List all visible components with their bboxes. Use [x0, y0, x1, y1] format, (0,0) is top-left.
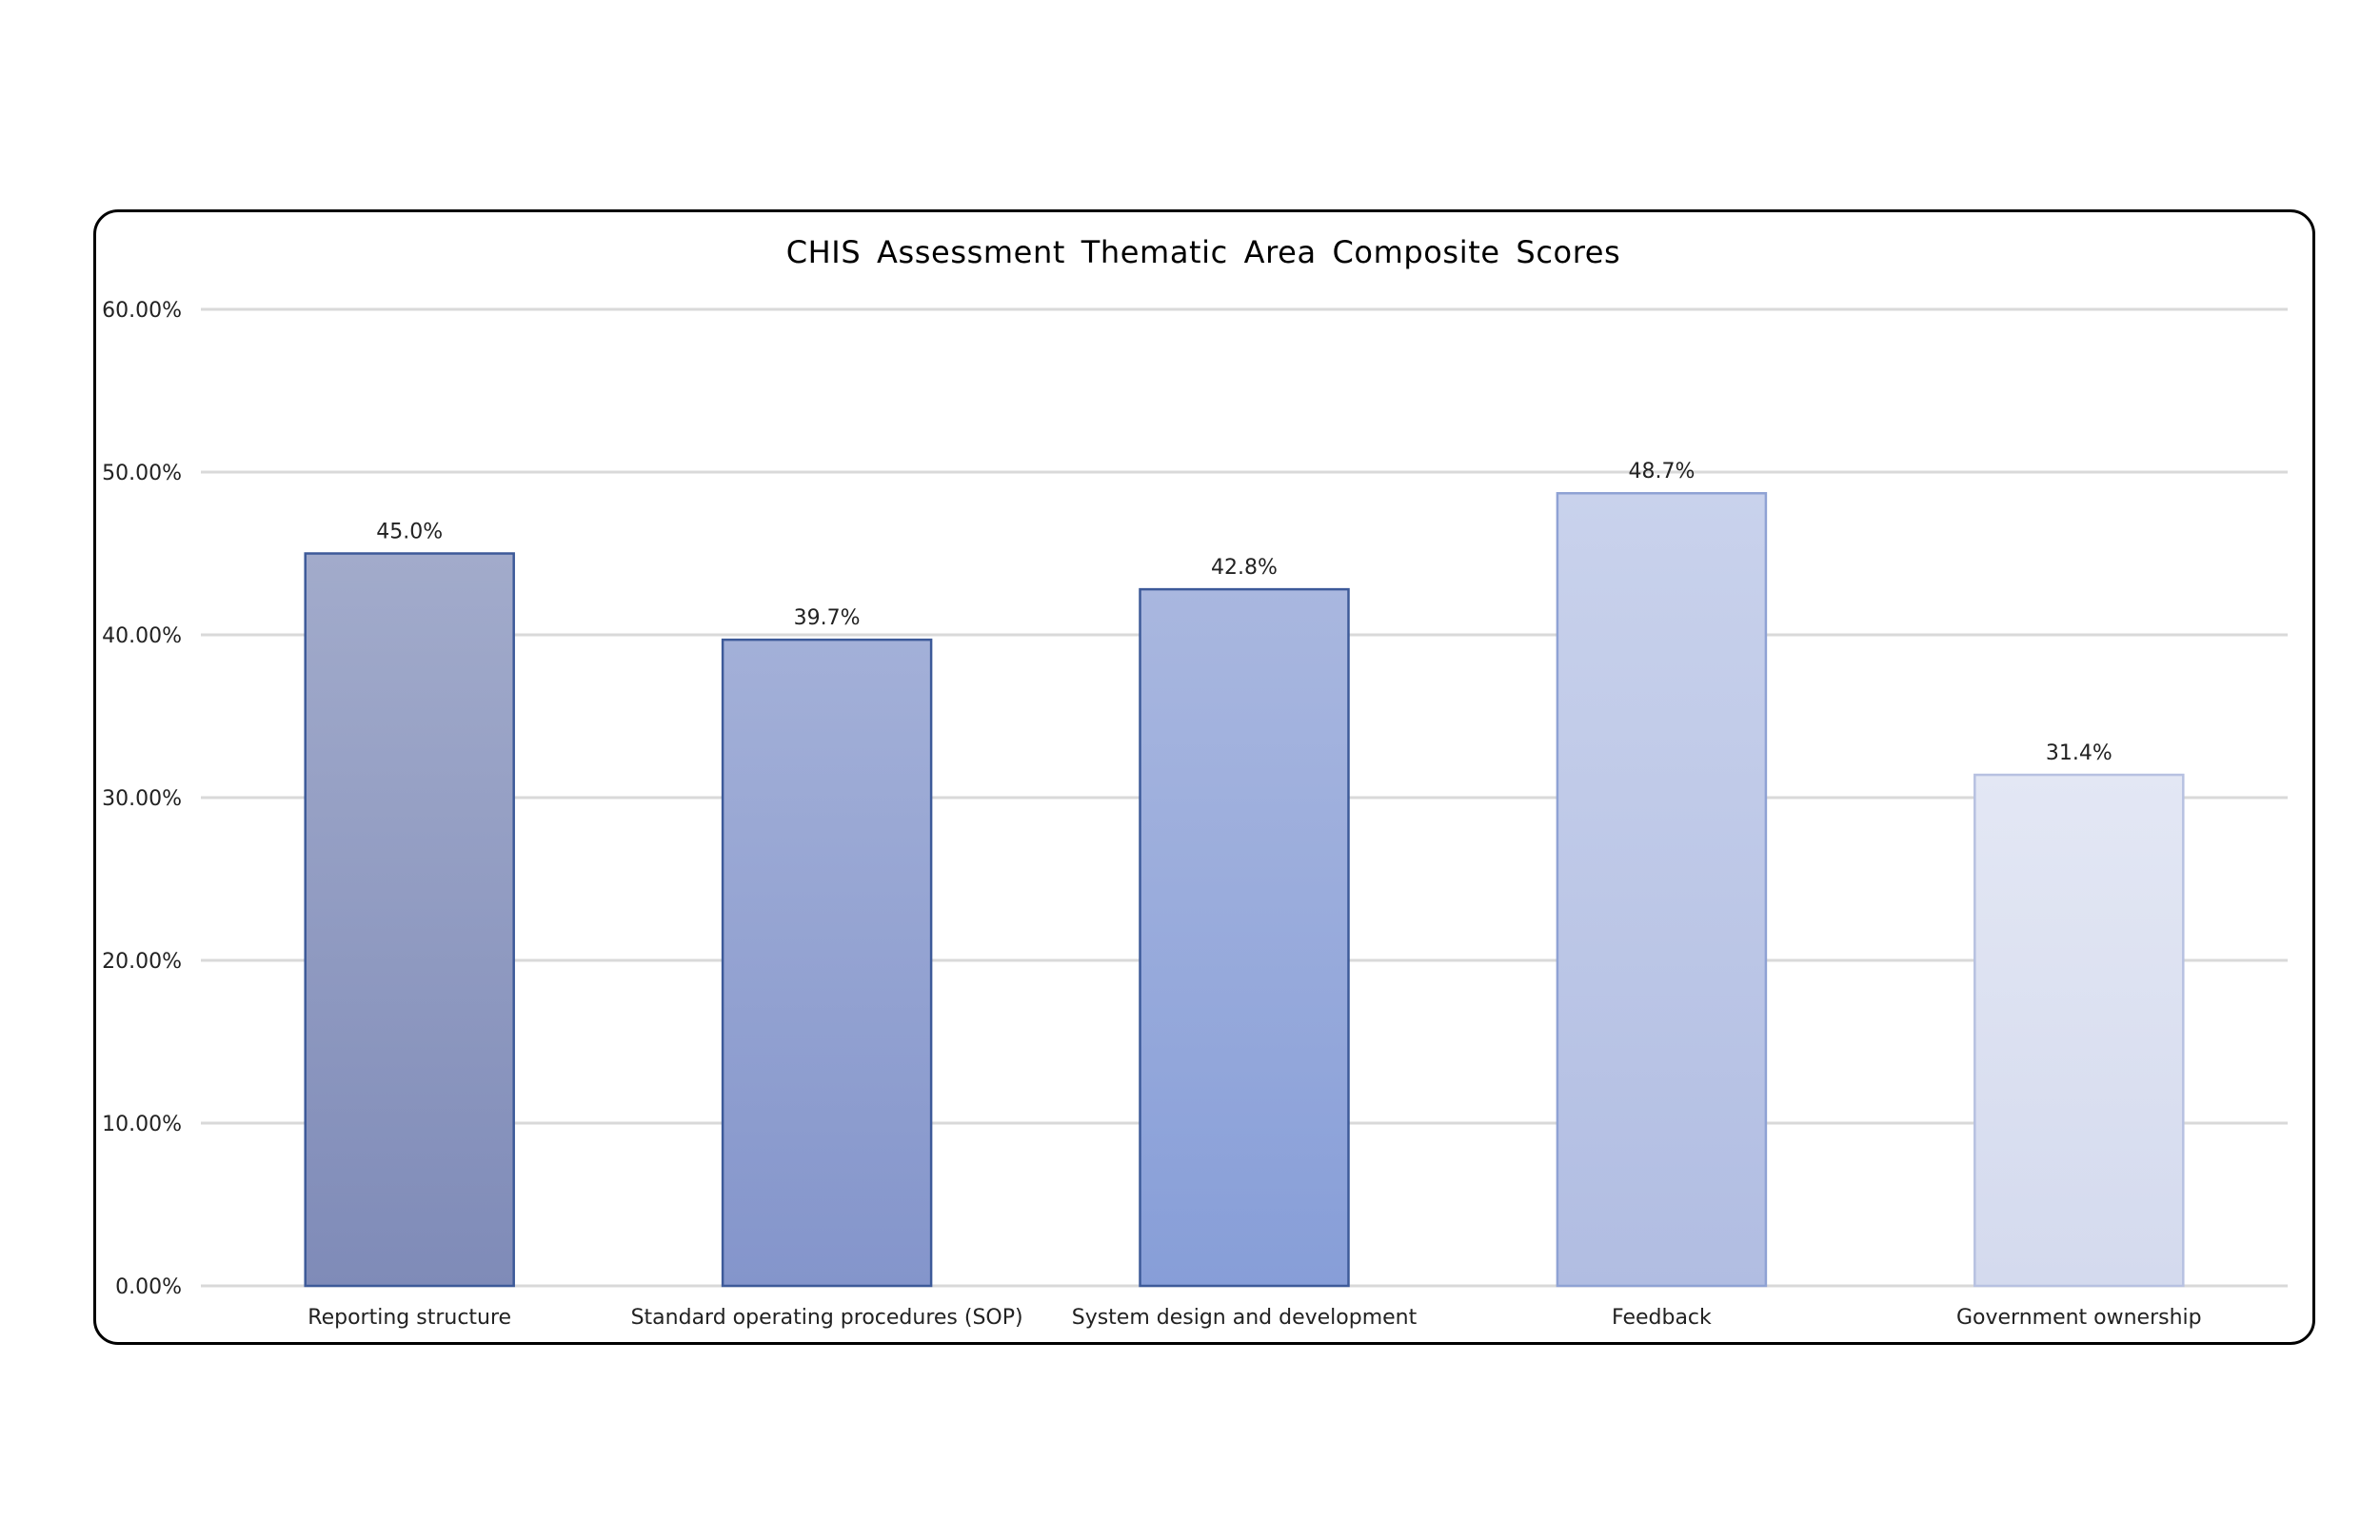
bar	[1139, 587, 1350, 1288]
bar	[1973, 773, 2185, 1288]
data-label: 39.7%	[794, 606, 861, 630]
data-label: 31.4%	[2046, 741, 2112, 765]
y-tick-label: 50.00%	[102, 462, 182, 485]
x-category-label: Reporting structure	[307, 1306, 511, 1330]
y-tick-label: 0.00%	[115, 1275, 182, 1299]
chart-title: CHIS Assessment Thematic Area Composite …	[786, 234, 1621, 270]
x-category-label: Standard operating procedures (SOP)	[631, 1306, 1023, 1330]
data-label: 45.0%	[376, 521, 443, 544]
bar	[304, 552, 515, 1288]
y-tick-label: 30.00%	[102, 787, 182, 811]
y-tick-label: 60.00%	[102, 299, 182, 323]
bar	[721, 638, 933, 1288]
y-axis-tick-labels: 0.00% 10.00% 20.00% 30.00% 40.00% 50.00% 60.00…	[102, 299, 182, 1299]
x-category-label: Government ownership	[1956, 1306, 2202, 1330]
bar	[1556, 491, 1768, 1288]
x-category-label: System design and development	[1072, 1306, 1418, 1330]
bars	[304, 491, 2185, 1288]
y-tick-label: 40.00%	[102, 624, 182, 648]
x-category-label: Feedback	[1612, 1306, 1712, 1330]
y-tick-label: 20.00%	[102, 950, 182, 974]
data-label: 42.8%	[1211, 556, 1278, 580]
data-labels: 45.0% 39.7% 42.8% 48.7% 31.4%	[376, 460, 2112, 765]
y-tick-label: 10.00%	[102, 1113, 182, 1136]
chart-frame: CHIS Assessment Thematic Area Composite …	[93, 209, 2315, 1345]
x-axis-category-labels: Reporting structure Standard operating pr…	[307, 1306, 2201, 1330]
bar-chart: CHIS Assessment Thematic Area Composite …	[102, 234, 2288, 1330]
data-label: 48.7%	[1628, 460, 1695, 484]
